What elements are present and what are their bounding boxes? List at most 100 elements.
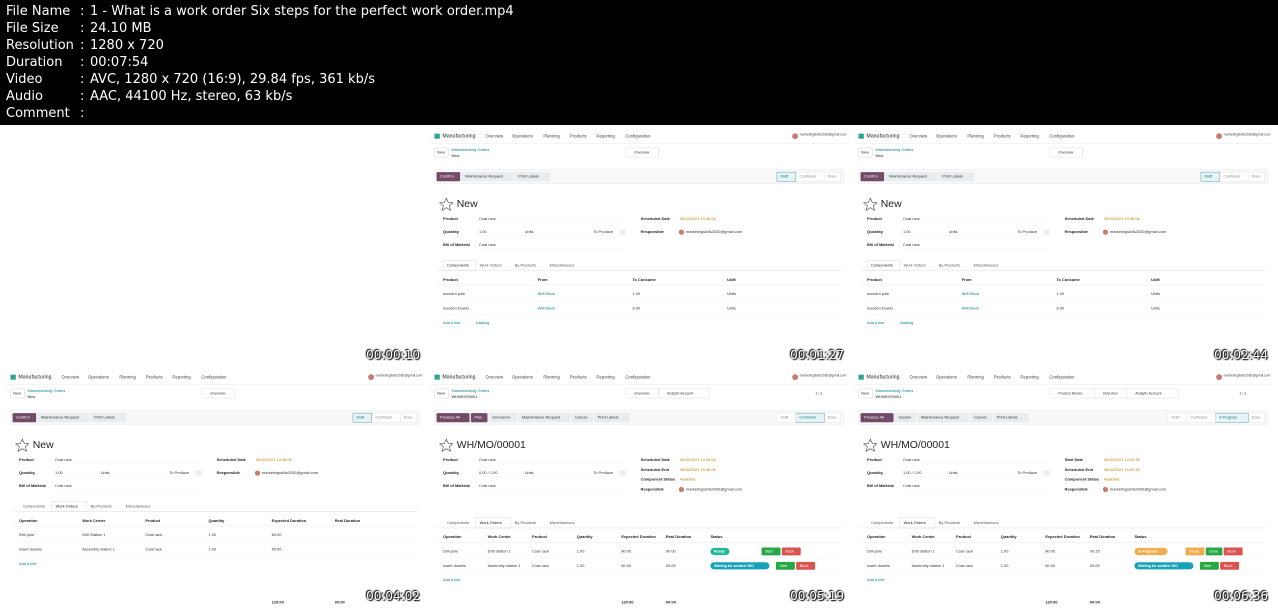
- info-label: File Size: [6, 21, 59, 36]
- action-button-label: Unplan: [898, 415, 910, 420]
- row-action-label: Block: [1224, 564, 1233, 568]
- timestamp: 00:02:44: [1214, 348, 1268, 362]
- smart-button-label: Overview: [1058, 150, 1073, 154]
- status-label: In Progress: [1138, 549, 1158, 553]
- info-separator: :: [80, 55, 85, 70]
- row-action: [796, 561, 816, 570]
- cell: 1.00: [1056, 291, 1064, 296]
- status-badge: [1134, 547, 1168, 556]
- record-title: WH/MO/00001: [457, 440, 526, 451]
- navbar: [854, 370, 1272, 385]
- status-badge: [1134, 562, 1194, 570]
- to-produce-icon: [195, 470, 202, 476]
- cell: insert dowels: [867, 563, 890, 568]
- app-name: Manufacturing: [866, 375, 899, 381]
- avatar: [368, 374, 375, 381]
- smart-button-label: Overview: [1103, 391, 1118, 395]
- avatar: [254, 470, 261, 476]
- info-value: AVC, 1280 x 720 (16:9), 29.84 fps, 361 k…: [90, 72, 375, 87]
- cell: Coat rack: [532, 549, 549, 554]
- column-header: From: [538, 277, 548, 282]
- cell: 00:00: [1090, 563, 1101, 568]
- action-button: [571, 413, 593, 423]
- video-thumbnail: Manufacturing Overview Operations Planning P…: [6, 370, 424, 605]
- action-button-label: Maintenance Request: [522, 415, 561, 420]
- record-name: WH/MO/00001: [452, 394, 478, 399]
- cell: 60:00: [1045, 563, 1056, 568]
- cell: Assembly station 1: [82, 547, 115, 552]
- action-button-label: Maintenance Request: [889, 174, 928, 179]
- breadcrumb: Manufacturing Orders: [452, 388, 490, 393]
- status-label: Waiting for another WO: [1138, 564, 1178, 568]
- record-name: New: [28, 394, 36, 399]
- action-button: [860, 172, 885, 182]
- column-header: Quantity: [208, 518, 225, 523]
- menu-item: Products: [146, 374, 163, 379]
- avatar: [678, 486, 685, 493]
- action-button: [594, 413, 630, 423]
- field-label: Product: [443, 457, 458, 462]
- cell: Drill Station 1: [488, 549, 511, 554]
- action-button-label: Maintenance Request: [921, 415, 960, 420]
- info-value: AAC, 44100 Hz, stereo, 63 kb/s: [90, 89, 293, 104]
- new-button: [434, 147, 449, 158]
- row-action: [781, 547, 801, 556]
- tab: Components: [447, 520, 469, 525]
- state-label: Draft: [781, 175, 789, 179]
- action-button-label: Print Labels: [94, 415, 115, 420]
- menu-item: Planning: [967, 374, 984, 379]
- field-value: 1.00: [55, 470, 63, 475]
- app-icon: [858, 133, 864, 139]
- menu-item: Reporting: [596, 133, 615, 138]
- tab: Miscellaneous: [126, 503, 151, 508]
- smart-button-label: Product Moves: [1058, 391, 1082, 395]
- cell: 1.00: [1001, 549, 1009, 554]
- video-thumbnail: 00:00:10: [6, 129, 424, 364]
- column-header: Work Center: [912, 534, 936, 539]
- navbar: [854, 129, 1272, 144]
- new-button-label: New: [13, 391, 21, 396]
- tab: Miscellaneous: [550, 520, 575, 525]
- field-value: marketingskills2030@gmail.com: [1110, 486, 1166, 491]
- info-separator: :: [80, 89, 85, 104]
- field-value: 0.00 / 1.00: [479, 470, 498, 475]
- column-header: Product: [145, 518, 160, 523]
- tab: Work Orders: [480, 520, 502, 525]
- total: 120:00: [1045, 599, 1058, 604]
- menu-item: Overview: [486, 133, 505, 138]
- info-label: Duration: [6, 55, 63, 70]
- row-action: [1223, 547, 1243, 556]
- row-action: [1205, 547, 1223, 556]
- tab: Work Orders: [56, 503, 78, 508]
- state-label: Draft: [357, 416, 365, 420]
- column-header: Status: [1134, 534, 1147, 539]
- breadcrumb: Manufacturing Orders: [876, 147, 914, 152]
- timestamp: 00:00:10: [366, 348, 420, 362]
- column-header: Expected Duration: [1045, 534, 1080, 539]
- row-action-label: Start: [1203, 564, 1211, 568]
- screenshot: Manufacturing Overview Operations Planning P…: [854, 129, 1272, 325]
- smart-button-label: Analytic Account: [667, 391, 693, 395]
- info-label: Resolution: [6, 38, 74, 53]
- avatar: [792, 133, 799, 140]
- favorite-star: [14, 438, 30, 452]
- menu-item: Operations: [88, 374, 109, 379]
- record-title: New: [881, 199, 902, 210]
- favorite-star: [862, 197, 878, 211]
- smart-button-label: Overview: [634, 150, 649, 154]
- field-value: Coat rack: [55, 483, 72, 488]
- total: 120:00: [621, 599, 634, 604]
- app-name: Manufacturing: [442, 375, 475, 381]
- video-thumbnail: Manufacturing Overview Operations Planning P…: [854, 129, 1272, 364]
- cell: 60:00: [621, 549, 632, 554]
- field-value: marketingskills2030@gmail.com: [1110, 229, 1166, 234]
- field-label: Bill of Material: [443, 483, 470, 488]
- field-value: 1.00: [903, 229, 911, 234]
- menu-item: Overview: [910, 374, 929, 379]
- record-title: WH/MO/00001: [881, 440, 950, 451]
- row-action: [1185, 547, 1205, 556]
- unit: Units: [525, 470, 534, 475]
- menu-item: Planning: [543, 133, 560, 138]
- column-header: Real Duration: [666, 534, 692, 539]
- action-button-label: Cancel: [974, 415, 986, 420]
